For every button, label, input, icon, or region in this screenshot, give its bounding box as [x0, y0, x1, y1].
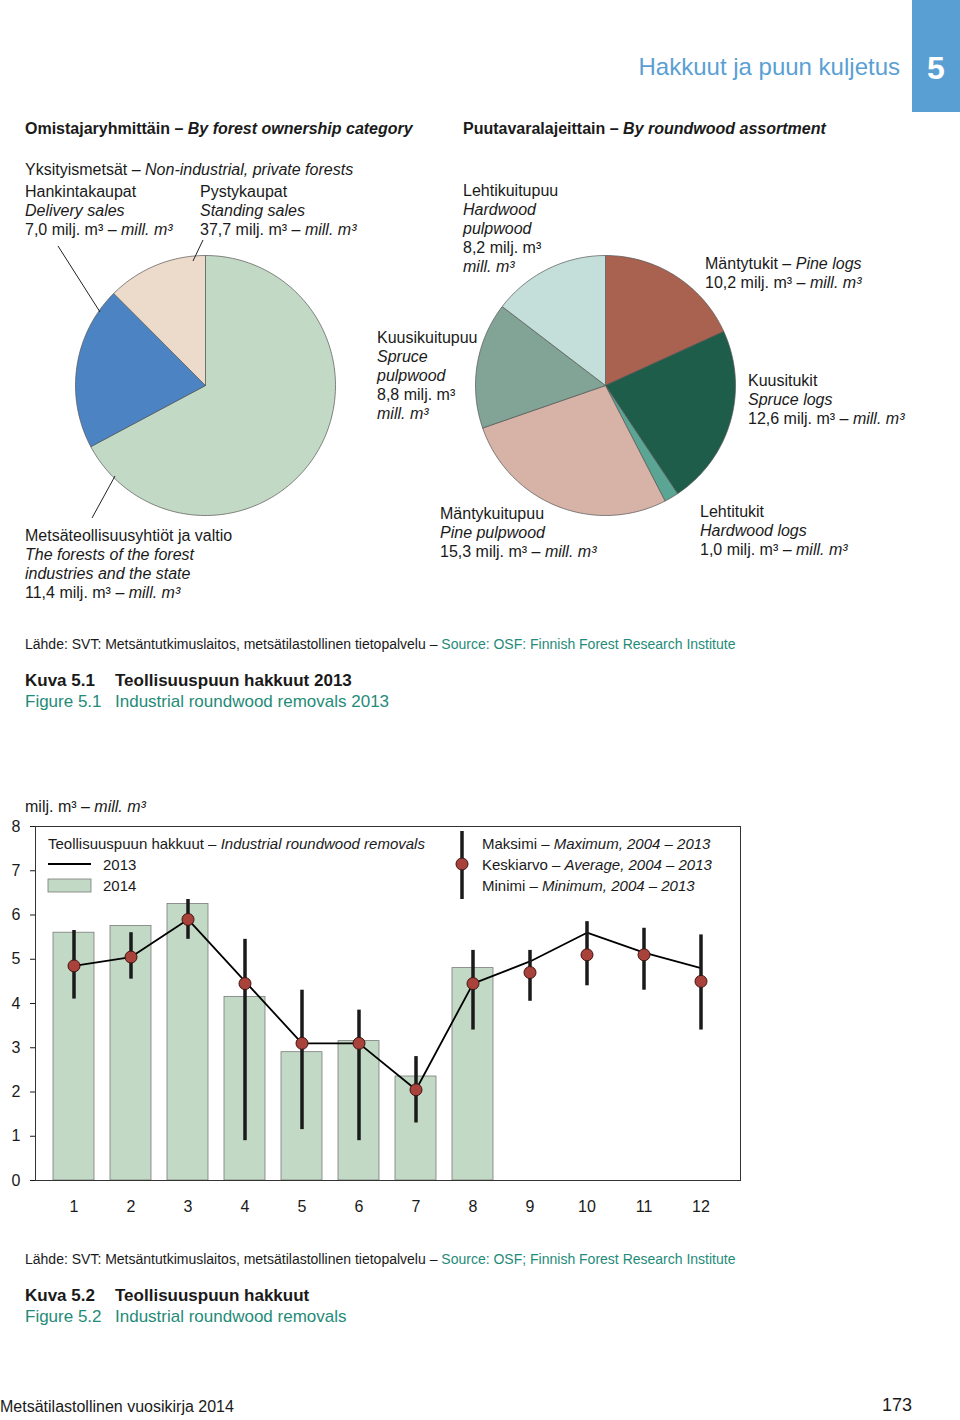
- html-text:Hardwood pulpwood: Hardwood pulpwood: [463, 201, 536, 237]
- svg-text:8: 8: [469, 1198, 478, 1215]
- html-text:173: 173: [882, 1395, 912, 1415]
- html-text:Mäntykuitupuu: Mäntykuitupuu: [440, 505, 545, 522]
- html-text:Industrial roundwood removals: Industrial roundwood removals 2013: [115, 692, 390, 711]
- html-text:Kuva 5.1: Kuva 5.1: [25, 671, 95, 690]
- html-text:1,0 milj. m³ – mill. m³: 1,0 milj. m³ – mill. m³: [700, 541, 848, 558]
- html-text:Kuusitukit: Kuusitukit: [748, 372, 818, 389]
- svg-text:7: 7: [412, 1198, 421, 1215]
- html-text:Delivery sales: Delivery sales: [25, 202, 125, 219]
- html-text:Teollisuuspuun hakkuut – Indus: Teollisuuspuun hakkuut – Industrial roun…: [48, 835, 425, 852]
- html-text:Lehtikuitupuu: Lehtikuitupuu: [463, 182, 559, 199]
- html-text:7,0 milj. m³ – mill. m³: 7,0 milj. m³ – mill. m³: [25, 221, 173, 238]
- html-text:mill. m³: mill. m³: [377, 405, 429, 422]
- html-text:Omistajaryhmittäin – By forest: Omistajaryhmittäin – By forest ownership…: [25, 120, 413, 137]
- html-text:2013: 2013: [103, 856, 137, 873]
- svg-text:4: 4: [12, 995, 21, 1012]
- svg-text:12: 12: [692, 1198, 710, 1215]
- html-text:Keskiarvo – Average, 2004 – 20: Keskiarvo – Average, 2004 – 2013: [482, 856, 712, 873]
- html-text:15,3 milj. m³ – mill. m³: 15,3 milj. m³ – mill. m³: [440, 543, 597, 560]
- html-text:Figure 5.2: Figure 5.2: [25, 1307, 102, 1326]
- svg-text:3: 3: [12, 1039, 21, 1056]
- svg-text:8: 8: [12, 818, 21, 835]
- svg-text:3: 3: [184, 1198, 193, 1215]
- html-text:11,4 milj. m³ – mill. m³: 11,4 milj. m³ – mill. m³: [25, 584, 181, 601]
- svg-text:11: 11: [636, 1198, 653, 1215]
- svg-text:6: 6: [355, 1198, 364, 1215]
- svg-text:6: 6: [12, 906, 21, 923]
- svg-text:9: 9: [526, 1198, 535, 1215]
- svg-text:10: 10: [578, 1198, 596, 1215]
- svg-text:2: 2: [12, 1083, 21, 1100]
- html-text:Yksityismetsät – Non-industria: Yksityismetsät – Non-industrial, private…: [25, 161, 354, 178]
- html-text:Lähde: SVT: Metsäntutkimuslait: Lähde: SVT: Metsäntutkimuslaitos, metsät…: [25, 636, 736, 652]
- html-text:Hakkuut ja puun kuljetus: Hakkuut ja puun kuljetus: [638, 53, 900, 80]
- html-text:Spruce logs: Spruce logs: [748, 391, 833, 408]
- html-text:Standing sales: Standing sales: [200, 202, 305, 219]
- html-text:Hankintakaupat: Hankintakaupat: [25, 183, 137, 200]
- html-text:Pine pulpwood: Pine pulpwood: [440, 524, 545, 541]
- html-text:Lehtitukit: Lehtitukit: [700, 503, 764, 520]
- html-text:Metsätilastollinen vuosikirja: Metsätilastollinen vuosikirja 2014: [0, 1398, 234, 1415]
- html-text:Industrial roundwood removals: Industrial roundwood removals: [115, 1307, 347, 1326]
- svg-text:2: 2: [127, 1198, 136, 1215]
- html-text:Puutavaralajeittain – By round: Puutavaralajeittain – By roundwood assor…: [463, 120, 826, 137]
- html-text:Pystykaupat: Pystykaupat: [200, 183, 288, 200]
- html-text:mill. m³: mill. m³: [463, 258, 515, 275]
- html-text:37,7 milj. m³ – mill. m³: 37,7 milj. m³ – mill. m³: [200, 221, 357, 238]
- html-text:Maksimi – Maximum, 2004 – 2013: Maksimi – Maximum, 2004 – 2013: [482, 835, 711, 852]
- html-text:Hardwood logs: Hardwood logs: [700, 522, 807, 539]
- svg-text:1: 1: [12, 1127, 21, 1144]
- svg-text:5: 5: [298, 1198, 307, 1215]
- html-text:12,6 milj. m³ – mill. m³: 12,6 milj. m³ – mill. m³: [748, 410, 905, 427]
- html-text:Minimi – Minimum, 2004 – 2013: Minimi – Minimum, 2004 – 2013: [482, 877, 695, 894]
- html-text:Metsäteollisuusyhtiöt ja valti: Metsäteollisuusyhtiöt ja valtio: [25, 527, 233, 544]
- html-text:Figure 5.1: Figure 5.1: [25, 692, 102, 711]
- html-text:Lähde: SVT: Metsäntutkimuslait: Lähde: SVT: Metsäntutkimuslaitos, metsät…: [25, 1251, 736, 1267]
- html-text:2014: 2014: [103, 877, 137, 894]
- svg-text:5: 5: [12, 950, 21, 967]
- html-text:Kuusikuitupuu: Kuusikuitupuu: [377, 329, 478, 346]
- html-text:Kuva 5.2: Kuva 5.2: [25, 1286, 95, 1305]
- html-text:8,2 milj. m³: 8,2 milj. m³: [463, 239, 542, 256]
- html-text:10,2 milj. m³ – mill. m³: 10,2 milj. m³ – mill. m³: [705, 274, 862, 291]
- svg-text:1: 1: [70, 1198, 79, 1215]
- html-text:Teollisuuspuun hakkuut: Teollisuuspuun hakkuut: [115, 1286, 310, 1305]
- svg-text:7: 7: [12, 862, 21, 879]
- html-text:milj. m³ – mill. m³: milj. m³ – mill. m³: [25, 798, 146, 815]
- svg-text:4: 4: [241, 1198, 250, 1215]
- html-text:5: 5: [927, 50, 945, 86]
- html-text:Teollisuuspuun hakkuut 2013: Teollisuuspuun hakkuut 2013: [115, 671, 352, 690]
- html-text:Mäntytukit – Pine logs: Mäntytukit – Pine logs: [705, 255, 862, 272]
- html-text:The forests of the forest indu: The forests of the forest industries and…: [25, 546, 194, 582]
- html-text:Spruce pulpwood: Spruce pulpwood: [377, 348, 446, 384]
- svg-text:0: 0: [12, 1172, 21, 1189]
- html-text:8,8 milj. m³: 8,8 milj. m³: [377, 386, 456, 403]
